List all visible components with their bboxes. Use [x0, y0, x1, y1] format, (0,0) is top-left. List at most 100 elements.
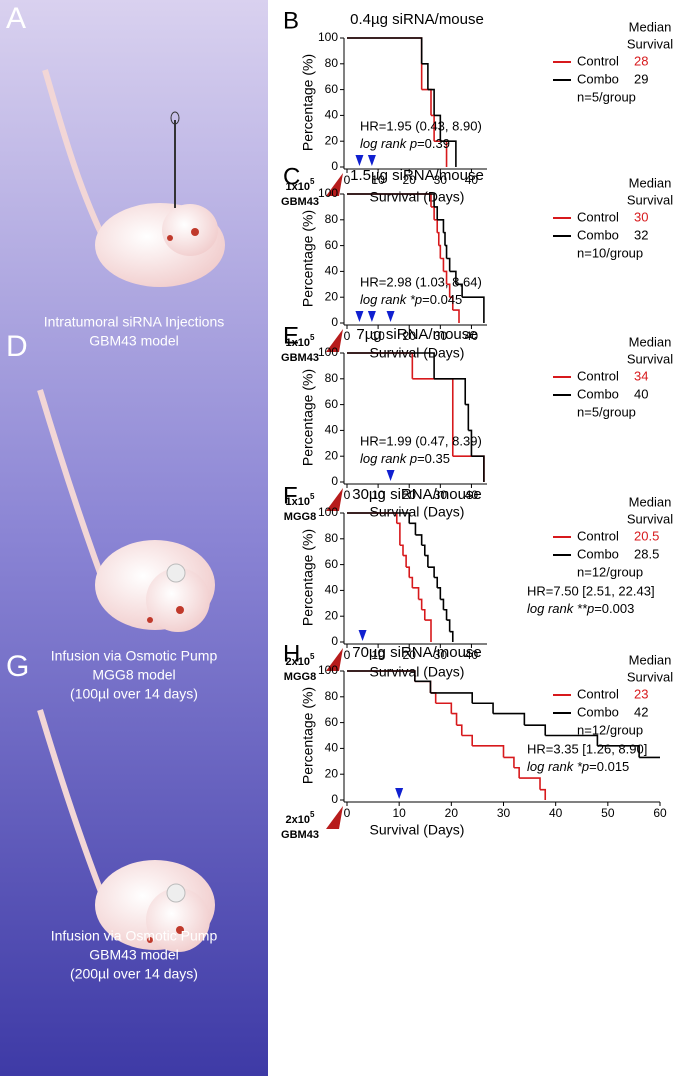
legend-title: Survival: [627, 36, 673, 51]
y-tick-label: 100: [318, 345, 338, 359]
y-tick-label: 80: [325, 371, 339, 385]
log-rank-label: log rank p: [360, 451, 417, 466]
survival-step: [427, 566, 435, 578]
chart-title: 1.5µg siRNA/mouse: [350, 167, 484, 184]
log-rank-label: log rank *p: [527, 759, 589, 774]
mouse-a: [42, 69, 225, 287]
x-tick-label: 40: [465, 329, 479, 343]
survival-step: [449, 296, 454, 311]
panel-caption: (200µl over 14 days): [70, 966, 198, 982]
legend-title: Survival: [627, 669, 673, 684]
y-tick-label: 60: [325, 715, 339, 729]
panel-letter: G: [6, 650, 29, 683]
y-tick-label: 100: [318, 505, 338, 519]
survival-step: [421, 544, 426, 556]
y-tick-label: 80: [325, 531, 339, 545]
x-tick-label: 10: [371, 648, 385, 662]
y-tick-label: 20: [325, 289, 339, 303]
chart-title: 0.4µg siRNA/mouse: [350, 11, 484, 28]
survival-step: [437, 219, 445, 233]
legend-title: Survival: [627, 351, 673, 366]
hazard-ratio: HR=2.98 (1.03, 8.64): [360, 274, 482, 289]
survival-step: [472, 745, 505, 758]
legend-title: Survival: [627, 192, 673, 207]
survival-step: [461, 734, 473, 746]
survival-step: [430, 692, 437, 704]
survival-step: [412, 587, 420, 600]
implant-mark: [326, 648, 343, 671]
survival-step: [434, 114, 442, 142]
survival-step: [434, 378, 467, 405]
y-tick-label: 40: [325, 583, 339, 597]
y-tick-label: 20: [325, 448, 339, 462]
survival-step: [399, 544, 404, 556]
survival-step: [597, 745, 640, 758]
legend-label: Combo: [577, 227, 619, 242]
injection-arrow: [395, 788, 404, 799]
y-tick-label: 40: [325, 741, 339, 755]
cell-count: 2x105: [286, 810, 315, 826]
panel-caption: MGG8 model: [92, 667, 175, 683]
legend-label: Control: [577, 368, 619, 383]
y-axis-label: Percentage (%): [300, 369, 316, 466]
survival-step: [455, 283, 463, 298]
mouse-d: [37, 389, 215, 632]
y-axis-label: Percentage (%): [300, 529, 316, 626]
implant-mark: [326, 173, 343, 196]
chart-title: 70µg siRNA/mouse: [352, 644, 482, 661]
survival-step: [468, 429, 473, 457]
hazard-ratio: HR=7.50 [2.51, 22.43]: [527, 583, 655, 598]
cell-count: 1x105: [286, 333, 315, 349]
x-tick-label: 0: [344, 488, 351, 502]
x-tick-label: 10: [371, 173, 385, 187]
x-tick-label: 60: [653, 806, 667, 820]
survival-step: [471, 455, 485, 482]
y-tick-label: 40: [325, 108, 339, 122]
x-tick-label: 40: [465, 648, 479, 662]
survival-step: [421, 63, 429, 90]
y-tick-label: 0: [331, 315, 338, 329]
survival-step: [435, 702, 453, 714]
injection-arrow: [386, 470, 395, 481]
n-label: n=10/group: [577, 245, 643, 260]
mouse-g: [37, 709, 215, 952]
survival-step: [493, 712, 526, 726]
cell-line: GBM43: [281, 352, 319, 364]
survival-step: [415, 534, 423, 546]
survival-step: [465, 403, 470, 431]
injection-arrow: [367, 155, 376, 166]
legend-label: Control: [577, 686, 619, 701]
survival-step: [452, 455, 485, 482]
panel-letter: F: [283, 482, 298, 509]
log-rank: log rank p=0.35: [360, 451, 450, 466]
survival-step: [449, 270, 457, 285]
cell-line: GBM43: [281, 196, 319, 208]
x-tick-label: 0: [344, 806, 351, 820]
cell-count: 2x105: [286, 652, 315, 668]
y-tick-label: 100: [318, 663, 338, 677]
survival-step: [434, 219, 439, 233]
y-tick-label: 60: [325, 557, 339, 571]
injection-arrow: [355, 311, 364, 322]
x-axis-label: Survival (Days): [370, 822, 465, 838]
survival-step: [443, 608, 448, 621]
survival-step: [347, 193, 435, 207]
log-rank-label: log rank p: [360, 136, 417, 151]
panel-caption: Infusion via Osmotic Pump: [51, 648, 218, 664]
survival-step: [438, 244, 442, 259]
legend-label: Control: [577, 528, 619, 543]
survival-step: [446, 619, 451, 632]
legend-label: Combo: [577, 546, 619, 561]
legend-median: 32: [634, 227, 648, 242]
y-tick-label: 0: [331, 792, 338, 806]
y-tick-label: 100: [318, 186, 338, 200]
legend-title: Median: [629, 334, 672, 349]
legend-title: Median: [629, 19, 672, 34]
n-label: n=5/group: [577, 404, 636, 419]
y-axis-label: Percentage (%): [300, 687, 316, 784]
survival-step: [403, 554, 407, 568]
injection-arrow: [367, 311, 376, 322]
y-axis-label: Percentage (%): [300, 54, 316, 151]
hazard-ratio: HR=1.99 (0.47, 8.39): [360, 433, 482, 448]
